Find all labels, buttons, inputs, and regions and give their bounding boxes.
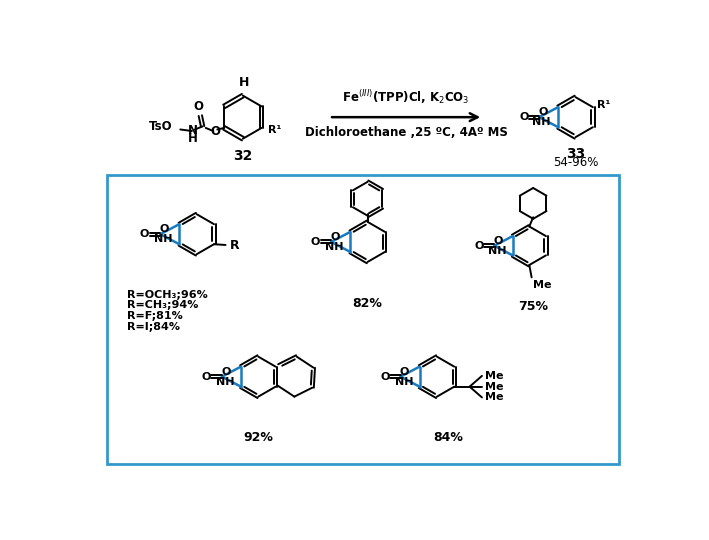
Text: O: O <box>539 107 548 117</box>
Text: 92%: 92% <box>243 431 273 444</box>
Text: O: O <box>311 237 320 247</box>
Text: R=CH₃;94%: R=CH₃;94% <box>128 300 199 310</box>
Text: Me: Me <box>533 280 552 291</box>
Text: Dichloroethane ,25 ºC, 4Aº MS: Dichloroethane ,25 ºC, 4Aº MS <box>305 126 508 139</box>
Text: NH: NH <box>155 234 173 244</box>
Text: 54-96%: 54-96% <box>553 157 598 170</box>
Text: O: O <box>330 232 340 242</box>
Text: NH: NH <box>488 246 506 255</box>
Text: R=I;84%: R=I;84% <box>128 322 180 332</box>
Text: O: O <box>211 125 220 138</box>
Text: R=OCH₃;96%: R=OCH₃;96% <box>128 289 208 300</box>
Text: O: O <box>474 241 484 251</box>
Text: H: H <box>188 132 198 145</box>
Text: O: O <box>221 367 230 376</box>
Text: O: O <box>140 229 149 239</box>
Text: H: H <box>239 77 250 90</box>
Text: TsO: TsO <box>149 120 172 133</box>
Text: R=F;81%: R=F;81% <box>128 311 183 321</box>
Text: Me: Me <box>485 371 503 381</box>
Text: O: O <box>493 236 503 246</box>
Text: 75%: 75% <box>518 300 548 313</box>
Text: R¹: R¹ <box>598 100 611 110</box>
Bar <box>107 175 620 464</box>
Text: O: O <box>380 372 389 382</box>
Text: Me: Me <box>485 382 503 392</box>
Text: Me: Me <box>485 393 503 402</box>
Text: NH: NH <box>216 377 235 387</box>
Text: NH: NH <box>395 377 413 387</box>
Text: Fe$^{(III)}$(TPP)Cl, K$_2$CO$_3$: Fe$^{(III)}$(TPP)Cl, K$_2$CO$_3$ <box>342 87 470 106</box>
Text: 32: 32 <box>233 150 252 164</box>
Text: R¹: R¹ <box>268 125 281 135</box>
Text: O: O <box>160 224 169 234</box>
Text: 84%: 84% <box>433 431 464 444</box>
Text: 82%: 82% <box>352 296 383 309</box>
Text: O: O <box>193 100 203 113</box>
Text: NH: NH <box>325 242 344 252</box>
Text: NH: NH <box>532 117 551 127</box>
Text: O: O <box>201 372 211 382</box>
Text: 33: 33 <box>566 147 585 161</box>
Text: O: O <box>400 367 409 376</box>
Text: R: R <box>230 239 240 252</box>
Text: O: O <box>519 112 528 122</box>
Text: N: N <box>188 124 198 137</box>
